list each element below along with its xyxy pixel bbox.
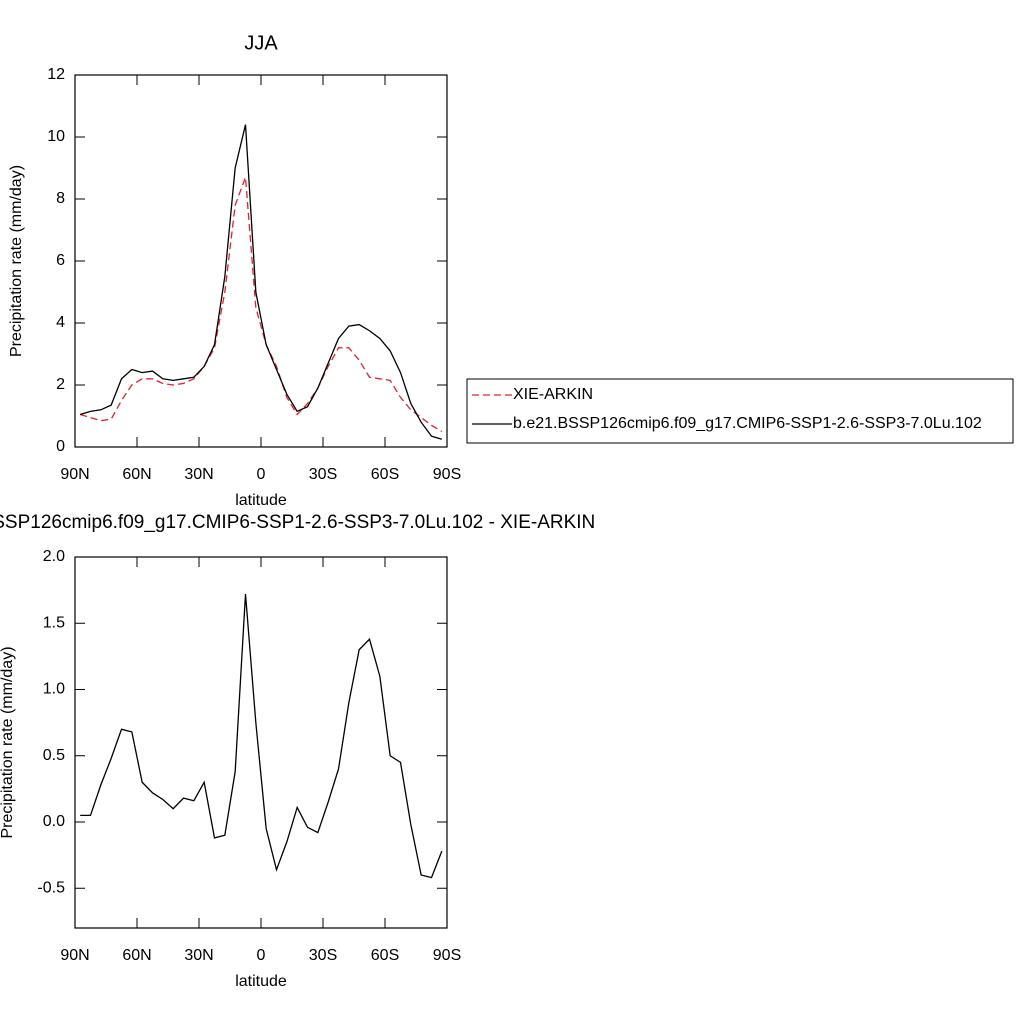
x-tick-label: 90N bbox=[60, 466, 89, 483]
x-tick-label: 30S bbox=[309, 947, 337, 964]
y-tick-label: 2.0 bbox=[43, 548, 65, 565]
x-tick-label: 30S bbox=[309, 466, 337, 483]
y-tick-label: 0 bbox=[56, 438, 65, 455]
y-tick-label: 2 bbox=[56, 376, 65, 393]
data-line bbox=[80, 594, 443, 879]
y-tick-label: 6 bbox=[56, 252, 65, 269]
y-tick-label: 10 bbox=[47, 128, 65, 145]
x-tick-label: 30N bbox=[184, 466, 213, 483]
x-tick-label: 60N bbox=[122, 947, 151, 964]
x-axis-label: latitude bbox=[235, 973, 287, 990]
y-tick-label: -0.5 bbox=[37, 879, 65, 896]
y-tick-label: 0.5 bbox=[43, 747, 65, 764]
plot-frame bbox=[74, 74, 448, 448]
x-tick-label: 90S bbox=[433, 947, 461, 964]
legend-label: XIE-ARKIN bbox=[513, 386, 593, 403]
legend-box bbox=[466, 378, 1014, 444]
data-line bbox=[79, 177, 443, 433]
x-tick-label: 60N bbox=[122, 466, 151, 483]
y-tick-label: 8 bbox=[56, 190, 65, 207]
chart-title: JJA bbox=[244, 32, 278, 54]
y-axis-label: Precipitation rate (mm/day) bbox=[0, 646, 16, 838]
chart-title: b.e21.BSSP126cmip6.f09_g17.CMIP6-SSP1-2.… bbox=[0, 512, 595, 533]
legend-label: b.e21.BSSP126cmip6.f09_g17.CMIP6-SSP1-2.… bbox=[513, 415, 982, 432]
x-tick-label: 90N bbox=[60, 947, 89, 964]
y-tick-label: 0.0 bbox=[43, 813, 65, 830]
y-tick-label: 1.0 bbox=[43, 681, 65, 698]
y-tick-label: 4 bbox=[56, 314, 65, 331]
y-axis-label: Precipitation rate (mm/day) bbox=[8, 165, 25, 357]
x-tick-label: 60S bbox=[371, 947, 399, 964]
data-line bbox=[79, 124, 443, 440]
x-tick-label: 30N bbox=[184, 947, 213, 964]
y-tick-label: 1.5 bbox=[43, 614, 65, 631]
x-axis-label: latitude bbox=[235, 492, 287, 509]
x-tick-label: 0 bbox=[257, 466, 266, 483]
x-tick-label: 90S bbox=[433, 466, 461, 483]
y-tick-label: 12 bbox=[47, 66, 65, 83]
plot-frame bbox=[74, 556, 448, 929]
x-tick-label: 60S bbox=[371, 466, 399, 483]
x-tick-label: 0 bbox=[257, 947, 266, 964]
